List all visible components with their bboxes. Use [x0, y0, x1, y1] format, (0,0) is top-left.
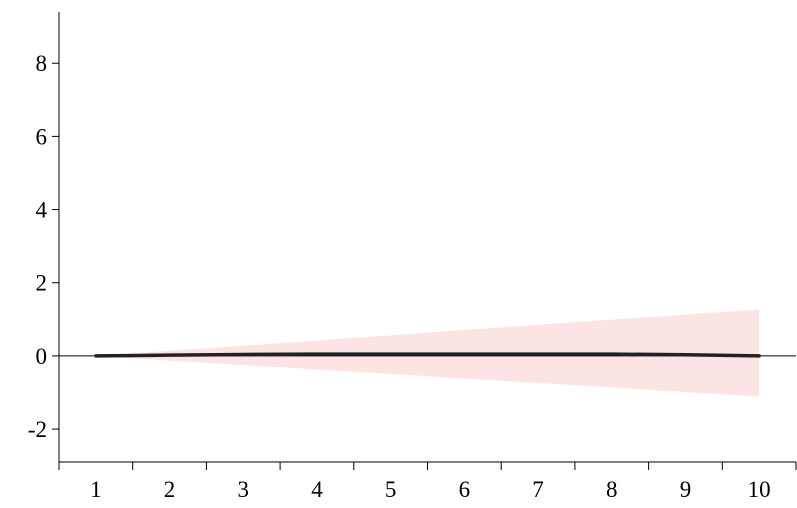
y-axis-ticks: -2 0 2 4 6 8 — [28, 51, 59, 442]
x-axis-ticks: 1 2 3 4 5 6 7 8 9 10 — [58, 462, 797, 502]
x-tick-label: 7 — [532, 477, 544, 502]
x-tick-label: 5 — [385, 477, 397, 502]
y-tick-label: 8 — [36, 51, 48, 76]
impulse-response-line — [94, 352, 761, 358]
x-tick-label: 10 — [748, 477, 771, 502]
x-tick-label: 2 — [164, 477, 176, 502]
y-tick-label: 4 — [36, 198, 48, 223]
axes — [58, 12, 796, 463]
x-tick-label: 4 — [311, 477, 323, 502]
x-tick-label: 3 — [238, 477, 250, 502]
x-tick-label: 8 — [606, 477, 618, 502]
x-tick-label: 1 — [90, 477, 102, 502]
y-tick-label: 6 — [36, 124, 48, 149]
y-tick-label: 2 — [36, 271, 48, 296]
y-tick-label: 0 — [36, 344, 48, 369]
y-tick-label: -2 — [28, 417, 47, 442]
x-tick-label: 6 — [459, 477, 471, 502]
x-tick-label: 9 — [680, 477, 692, 502]
series-layer — [94, 352, 761, 358]
